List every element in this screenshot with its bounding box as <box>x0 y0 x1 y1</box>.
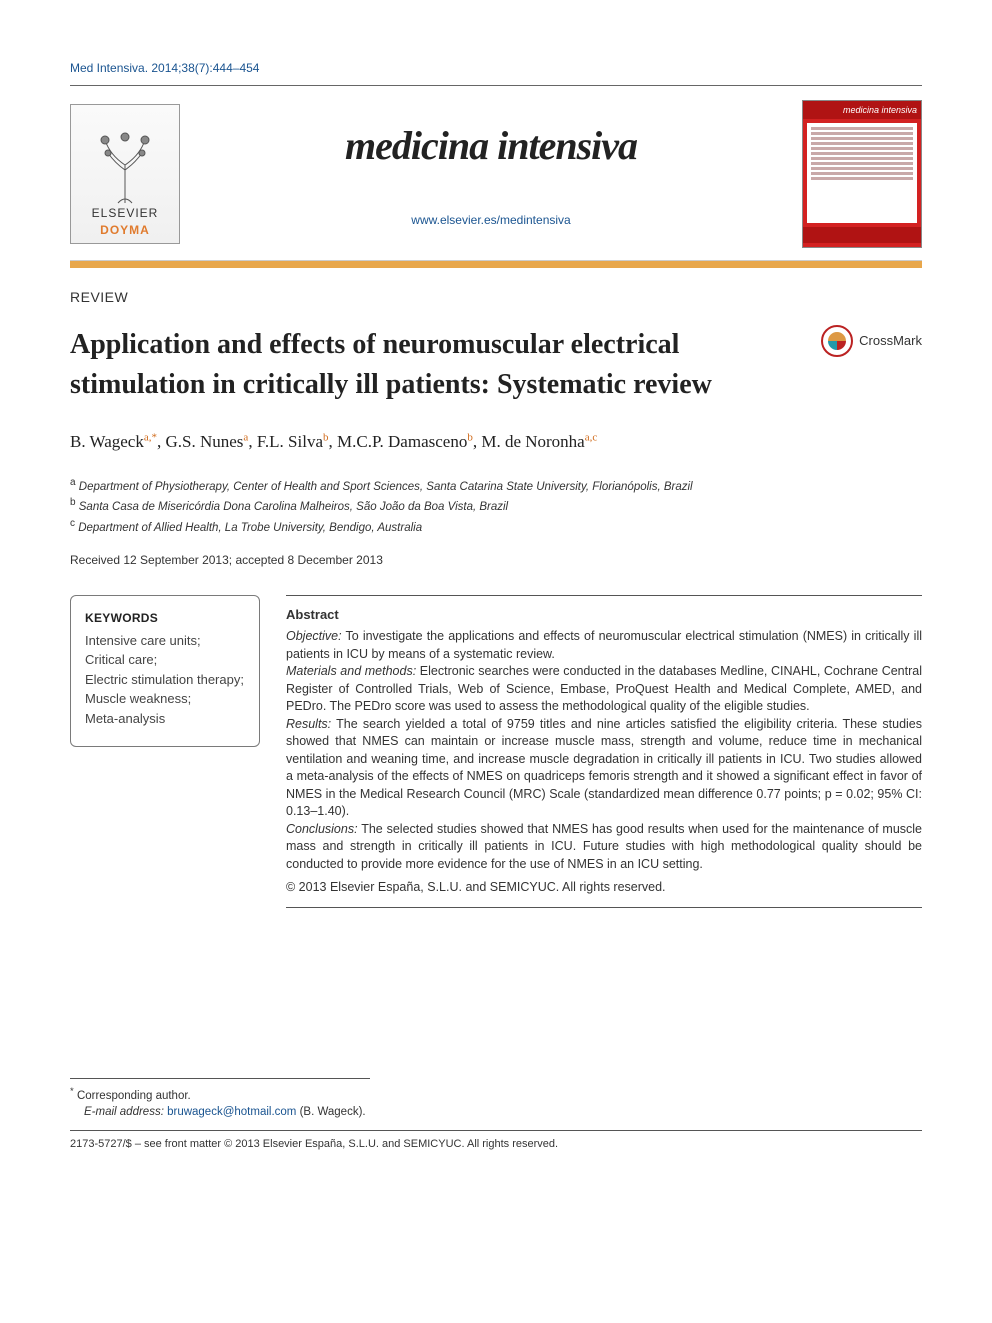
abstract-bottom-rule <box>286 907 922 908</box>
keyword: Critical care; <box>85 650 245 670</box>
article-dates: Received 12 September 2013; accepted 8 D… <box>70 552 922 569</box>
footnote: * Corresponding author. E-mail address: … <box>70 1085 922 1120</box>
keyword: Meta-analysis <box>85 709 245 729</box>
corresponding-label: Corresponding author. <box>77 1090 191 1102</box>
keywords-box: KEYWORDS Intensive care units; Critical … <box>70 595 260 747</box>
author: B. Wagecka,* <box>70 432 157 451</box>
journal-url-link[interactable]: www.elsevier.es/medintensiva <box>200 212 782 229</box>
citation-line: Med Intensiva. 2014;38(7):444–454 <box>70 60 922 77</box>
crossmark-widget[interactable]: CrossMark <box>821 325 922 357</box>
publisher-name-2: DOYMA <box>100 223 150 237</box>
affiliations: a Department of Physiotherapy, Center of… <box>70 476 922 537</box>
corresponding-email-link[interactable]: bruwageck@hotmail.com <box>167 1106 296 1118</box>
keyword: Electric stimulation therapy; <box>85 670 245 690</box>
authors-line: B. Wagecka,*, G.S. Nunesa, F.L. Silvab, … <box>70 430 922 454</box>
abstract-top-rule <box>286 595 922 596</box>
article-type: REVIEW <box>70 288 922 308</box>
top-rule <box>70 85 922 86</box>
abstract-section: Materials and methods: Electronic search… <box>286 663 922 716</box>
abstract-section: Objective: To investigate the applicatio… <box>286 628 922 663</box>
keywords-heading: KEYWORDS <box>85 610 245 627</box>
accent-rule <box>70 260 922 268</box>
affiliation: c Department of Allied Health, La Trobe … <box>70 517 922 536</box>
journal-title-block: medicina intensiva www.elsevier.es/medin… <box>200 118 782 229</box>
journal-title: medicina intensiva <box>200 118 782 174</box>
journal-cover-thumbnail: medicina intensiva <box>802 100 922 248</box>
footnote-rule <box>70 1078 370 1079</box>
bottom-rule <box>70 1130 922 1131</box>
elsevier-tree-icon <box>90 125 160 205</box>
article-title: Application and effects of neuromuscular… <box>70 325 760 403</box>
author: F.L. Silvab <box>257 432 329 451</box>
masthead: ELSEVIER DOYMA medicina intensiva www.el… <box>70 92 922 256</box>
publisher-logo: ELSEVIER DOYMA <box>70 104 180 244</box>
publisher-logo-text: ELSEVIER DOYMA <box>92 205 159 239</box>
email-name: (B. Wageck). <box>300 1106 366 1118</box>
abstract-copyright: © 2013 Elsevier España, S.L.U. and SEMIC… <box>286 879 922 897</box>
abstract-section: Conclusions: The selected studies showed… <box>286 821 922 874</box>
crossmark-icon <box>821 325 853 357</box>
issn-line: 2173-5727/$ – see front matter © 2013 El… <box>70 1137 922 1152</box>
publisher-name-1: ELSEVIER <box>92 206 159 220</box>
abstract-heading: Abstract <box>286 606 922 624</box>
affiliation: a Department of Physiotherapy, Center of… <box>70 476 922 495</box>
abstract-column: Abstract Objective: To investigate the a… <box>286 595 922 918</box>
author: M. de Noronhaa,c <box>481 432 597 451</box>
abstract-section: Results: The search yielded a total of 9… <box>286 716 922 821</box>
citation-link[interactable]: Med Intensiva. 2014;38(7):444–454 <box>70 61 259 75</box>
keyword: Intensive care units; <box>85 631 245 651</box>
crossmark-label: CrossMark <box>859 332 922 350</box>
keyword: Muscle weakness; <box>85 689 245 709</box>
author: G.S. Nunesa <box>166 432 249 451</box>
affiliation: b Santa Casa de Misericórdia Dona Caroli… <box>70 496 922 515</box>
email-label: E-mail address: <box>84 1106 164 1118</box>
author: M.C.P. Damascenob <box>337 432 473 451</box>
cover-head-text: medicina intensiva <box>803 101 921 120</box>
